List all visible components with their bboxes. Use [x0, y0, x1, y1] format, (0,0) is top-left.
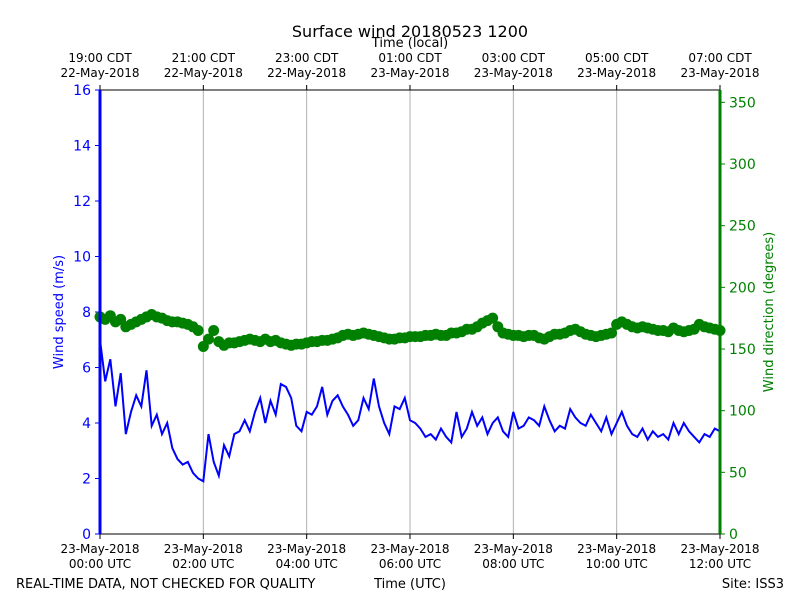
right-tick-label: 0 [729, 527, 738, 543]
bottom-tick-date: 23-May-2018 [680, 542, 759, 556]
bottom-tick-time: 10:00 UTC [586, 557, 648, 571]
top-tick-date: 23-May-2018 [370, 66, 449, 80]
right-tick-label: 200 [729, 280, 756, 296]
top-tick-date: 23-May-2018 [577, 66, 656, 80]
wind-direction-point [606, 327, 617, 339]
top-tick-time: 01:00 CDT [378, 51, 442, 65]
left-tick-label: 12 [73, 194, 91, 210]
right-tick-label: 350 [729, 95, 756, 111]
top-tick-time: 05:00 CDT [585, 51, 649, 65]
left-axis-ticks: 0 2 4 6 8 10 12 14 16 [73, 83, 100, 543]
top-tick-date: 22-May-2018 [267, 66, 346, 80]
bottom-tick-time: 00:00 UTC [69, 557, 131, 571]
left-tick-label: 14 [73, 139, 91, 155]
bottom-tick-time: 08:00 UTC [482, 557, 544, 571]
x-axis-label: Time (UTC) [373, 577, 446, 592]
right-axis-label: Wind direction (degrees) [762, 232, 777, 392]
top-tick-date: 22-May-2018 [164, 66, 243, 80]
right-tick-label: 50 [729, 465, 747, 481]
footer-site: Site: ISS3 [722, 577, 784, 592]
top-axis-title: Time (local) [371, 36, 448, 51]
wind-direction-point [208, 325, 220, 336]
bottom-tick-time: 06:00 UTC [379, 557, 441, 571]
wind-direction-point [203, 333, 214, 345]
right-tick-label: 150 [729, 342, 756, 358]
gridlines [202, 90, 618, 534]
bottom-tick-date: 23-May-2018 [474, 542, 553, 556]
left-axis-label: Wind speed (m/s) [52, 255, 67, 369]
top-tick-time: 21:00 CDT [172, 51, 236, 65]
right-tick-label: 100 [729, 404, 756, 420]
bottom-tick-date: 23-May-2018 [577, 542, 656, 556]
wind-direction-series [94, 308, 726, 353]
right-tick-label: 250 [729, 219, 756, 235]
left-tick-label: 16 [73, 83, 91, 99]
top-tick-time: 23:00 CDT [275, 51, 339, 65]
right-tick-label: 300 [729, 157, 756, 173]
bottom-tick-time: 02:00 UTC [172, 557, 234, 571]
top-tick-date: 22-May-2018 [60, 66, 139, 80]
bottom-tick-date: 23-May-2018 [60, 542, 139, 556]
top-tick-time: 19:00 CDT [68, 51, 132, 65]
bottom-tick-date: 23-May-2018 [164, 542, 243, 556]
left-tick-label: 8 [82, 305, 91, 321]
bottom-tick-date: 23-May-2018 [267, 542, 346, 556]
left-tick-label: 2 [82, 472, 91, 488]
left-tick-label: 10 [73, 250, 91, 266]
top-tick-time: 07:00 CDT [688, 51, 752, 65]
bottom-tick-time: 12:00 UTC [689, 557, 751, 571]
bottom-tick-date: 23-May-2018 [370, 542, 449, 556]
top-tick-date: 23-May-2018 [680, 66, 759, 80]
bottom-tick-time: 04:00 UTC [276, 557, 338, 571]
wind-direction-point [192, 325, 204, 336]
top-tick-date: 23-May-2018 [474, 66, 553, 80]
left-tick-label: 6 [82, 361, 91, 377]
chart-title: Surface wind 20180523 1200 [292, 22, 528, 41]
wind-direction-point [487, 312, 499, 324]
left-tick-label: 4 [82, 416, 91, 432]
top-tick-time: 03:00 CDT [482, 51, 546, 65]
right-axis-ticks: 0 50 100 150 200 250 300 350 [720, 95, 756, 543]
footer-disclaimer: REAL-TIME DATA, NOT CHECKED FOR QUALITY [16, 577, 315, 592]
left-tick-label: 0 [82, 527, 91, 543]
wind-speed-line [99, 339, 721, 483]
